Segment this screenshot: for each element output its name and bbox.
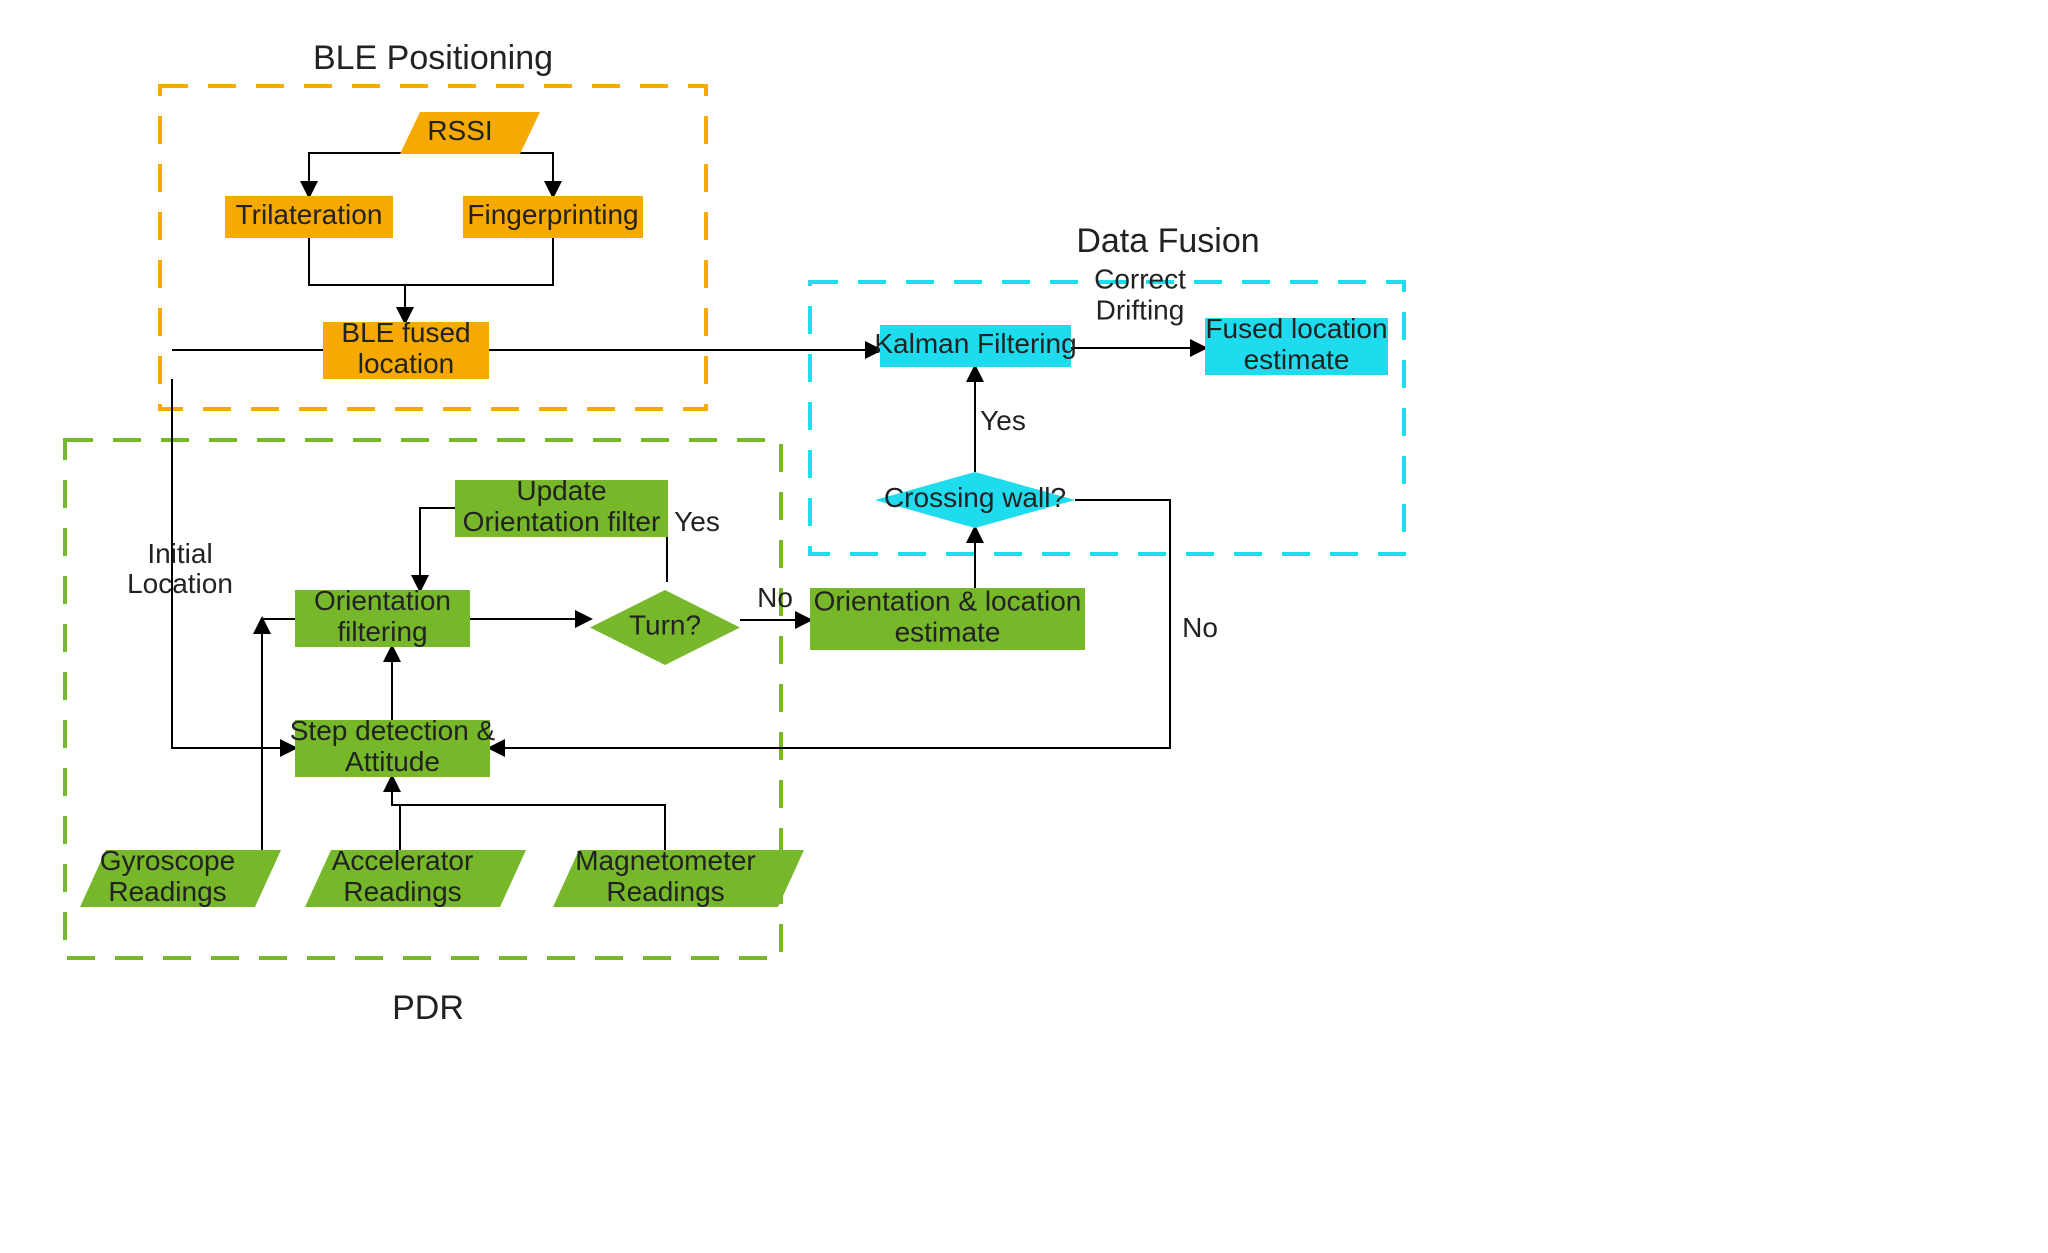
- node-cross-label: Crossing wall?: [884, 482, 1066, 513]
- pdr-region-title: PDR: [392, 989, 464, 1027]
- edge-1: [485, 153, 553, 196]
- edge-15: [420, 508, 455, 590]
- node-turn: Turn?: [590, 590, 740, 665]
- edge-label-17: Yes: [980, 405, 1026, 436]
- node-accel-label: AcceleratorReadings: [332, 845, 474, 907]
- node-step: Step detection &Attitude: [290, 715, 496, 777]
- ble-region-title: BLE Positioning: [313, 39, 553, 77]
- edge-label-14: Yes: [674, 506, 720, 537]
- free-label-1: Location: [127, 568, 233, 599]
- node-blefused: BLE fusedlocation: [323, 317, 489, 379]
- node-kalman-label: Kalman Filtering: [874, 328, 1076, 359]
- node-mag: MagnetometerReadings: [553, 845, 804, 907]
- node-trilat-label: Trilateration: [236, 199, 383, 230]
- node-blefused-label: BLE fusedlocation: [341, 317, 470, 379]
- edge-label-13: No: [757, 582, 793, 613]
- edge-10: [392, 805, 665, 850]
- edge-0: [309, 153, 435, 196]
- node-trilat: Trilateration: [225, 196, 393, 238]
- node-fusedest: Fused locationestimate: [1205, 313, 1388, 375]
- free-label-0: Initial: [147, 538, 212, 569]
- node-kalman: Kalman Filtering: [874, 325, 1076, 367]
- node-rssi-label: RSSI: [427, 115, 492, 146]
- node-gyro: GyroscopeReadings: [80, 845, 281, 907]
- node-orient: Orientationfiltering: [295, 585, 470, 647]
- node-rssi: RSSI: [400, 112, 540, 154]
- edge-9: [392, 777, 400, 850]
- edge-label-18: No: [1182, 612, 1218, 643]
- node-finger: Fingerprinting: [463, 196, 643, 238]
- edge-label-19: CorrectDrifting: [1094, 264, 1186, 326]
- edge-2: [309, 238, 405, 322]
- node-gyro-label: GyroscopeReadings: [100, 845, 235, 907]
- node-update: UpdateOrientation filter: [455, 475, 668, 537]
- node-cross: Crossing wall?: [875, 472, 1075, 528]
- node-finger-label: Fingerprinting: [467, 199, 638, 230]
- node-olest: Orientation & locationestimate: [810, 586, 1085, 650]
- node-turn-label: Turn?: [629, 610, 701, 641]
- edge-3: [405, 238, 553, 285]
- fusion-region-title: Data Fusion: [1076, 222, 1259, 260]
- edge-7: [177, 619, 262, 863]
- node-accel: AcceleratorReadings: [305, 845, 526, 907]
